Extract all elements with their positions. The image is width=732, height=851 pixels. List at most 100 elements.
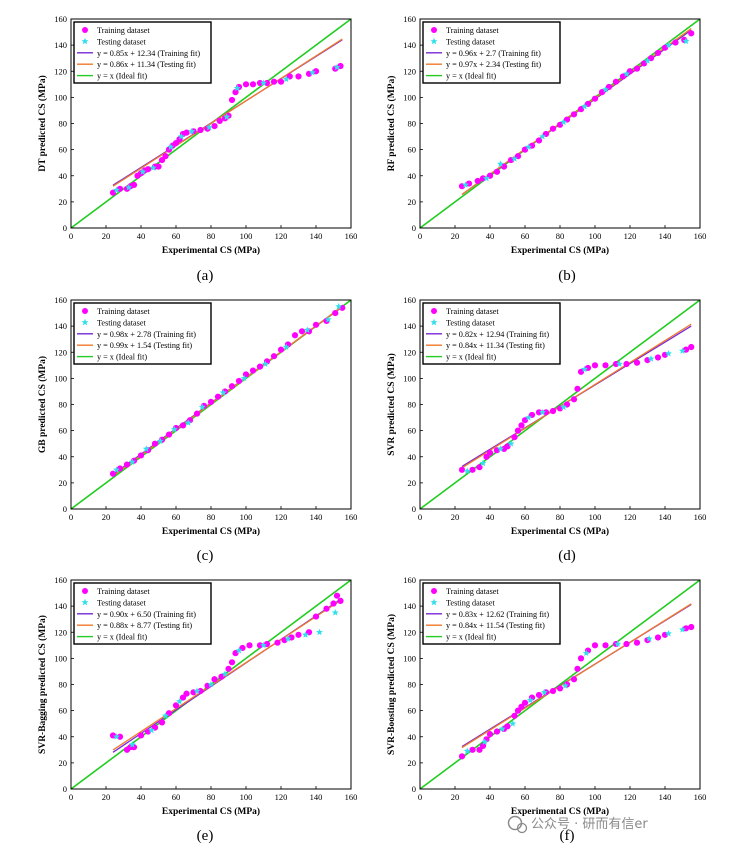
x-tick-label: 20 <box>451 512 460 522</box>
training-point <box>183 129 190 136</box>
x-tick-label: 100 <box>589 792 602 802</box>
training-point <box>155 163 162 170</box>
legend: Training dataset Testing dataset y = 0.82x… <box>422 302 561 365</box>
y-tick-label: 40 <box>408 171 417 181</box>
testing-point <box>665 41 672 49</box>
y-tick-label: 20 <box>408 478 417 488</box>
training-point <box>549 407 557 415</box>
legend: Training dataset Testing dataset y = 0.96x… <box>422 21 561 84</box>
y-tick-label: 120 <box>403 66 416 76</box>
y-tick-label: 80 <box>59 680 68 690</box>
x-tick-label: 80 <box>556 231 565 241</box>
y-tick-label: 80 <box>59 119 68 129</box>
x-tick-label: 60 <box>521 512 530 522</box>
legend-marker-training <box>431 27 437 33</box>
testing-point <box>235 646 243 654</box>
y-tick-label: 20 <box>408 197 417 207</box>
testing-point <box>498 725 506 732</box>
training-point <box>232 650 239 657</box>
x-tick-label: 60 <box>521 792 530 802</box>
training-point <box>469 746 476 753</box>
testing-point <box>156 437 164 444</box>
x-tick-label: 80 <box>207 792 216 802</box>
testing-point <box>113 733 120 740</box>
training-point <box>256 642 264 649</box>
training-point <box>249 367 257 374</box>
training-point <box>556 121 564 128</box>
testing-point <box>309 68 316 76</box>
training-point <box>263 640 271 648</box>
testing-point <box>333 63 341 71</box>
y-tick-label: 20 <box>59 758 68 768</box>
training-point <box>654 634 662 641</box>
testing-point <box>497 160 504 167</box>
legend-entry: Testing dataset <box>97 318 146 327</box>
x-tick-label: 100 <box>589 231 602 241</box>
x-tick-label: 60 <box>172 792 181 802</box>
training-point <box>549 687 557 695</box>
testing-point <box>282 343 290 350</box>
training-point <box>235 377 243 385</box>
legend-marker-testing <box>430 598 438 606</box>
y-tick-label: 140 <box>403 601 416 611</box>
legend-entry: Training dataset <box>97 307 150 316</box>
y-tick-label: 20 <box>59 478 68 488</box>
x-tick-label: 140 <box>310 792 323 802</box>
x-axis-label: Experimental CS (MPa) <box>511 526 609 537</box>
training-point <box>577 655 585 662</box>
legend: Training dataset Testing dataset y = 0.90x… <box>73 582 212 645</box>
testing-fit-line <box>461 603 692 749</box>
x-tick-label: 80 <box>207 512 216 522</box>
testing-point <box>645 635 653 642</box>
training-point <box>682 625 690 632</box>
legend-entry: Training dataset <box>97 587 150 596</box>
y-tick-label: 120 <box>403 627 416 637</box>
y-tick-label: 40 <box>59 732 68 742</box>
x-tick-label: 40 <box>486 231 495 241</box>
panel-caption: (d) <box>558 548 576 564</box>
legend-marker-testing <box>430 318 438 326</box>
training-point <box>465 180 473 187</box>
testing-point <box>526 696 534 704</box>
testing-fit-line <box>112 598 343 751</box>
training-point <box>612 360 620 368</box>
training-point <box>123 461 131 468</box>
y-tick-label: 0 <box>63 504 67 514</box>
testing-point <box>525 413 532 421</box>
x-tick-label: 0 <box>69 512 73 522</box>
legend-marker-training <box>82 308 88 314</box>
x-tick-label: 40 <box>137 792 146 802</box>
training-point <box>458 466 466 473</box>
training-point <box>216 117 223 124</box>
y-tick-label: 120 <box>54 66 67 76</box>
legend-entry: y = x (Ideal fit) <box>97 353 147 362</box>
training-point <box>116 733 124 740</box>
training-point <box>584 364 592 372</box>
testing-point <box>602 85 609 93</box>
training-point <box>598 89 606 96</box>
y-tick-label: 80 <box>408 400 417 410</box>
training-point <box>612 78 620 85</box>
testing-point <box>511 155 518 162</box>
legend-entry: y = 0.85x + 12.34 (Training fit) <box>97 49 200 58</box>
training-point <box>619 73 627 80</box>
testing-point <box>207 680 215 688</box>
x-tick-label: 160 <box>345 512 358 522</box>
testing-point <box>507 440 515 447</box>
testing-point <box>540 688 548 696</box>
legend: Training dataset Testing dataset y = 0.83x… <box>422 582 561 645</box>
training-point <box>158 719 166 726</box>
training-point <box>211 123 218 130</box>
testing-fit-line <box>112 38 343 187</box>
training-point <box>500 163 508 170</box>
training-point <box>661 44 669 51</box>
watermark-text: 公众号 · 研而有信er <box>531 817 648 832</box>
training-point <box>474 177 481 185</box>
training-point <box>162 153 169 160</box>
training-point <box>144 166 152 173</box>
legend: Training dataset Testing dataset y = 0.85x… <box>73 21 212 84</box>
x-tick-label: 40 <box>486 512 495 522</box>
testing-point <box>149 164 157 171</box>
training-point <box>116 465 124 472</box>
